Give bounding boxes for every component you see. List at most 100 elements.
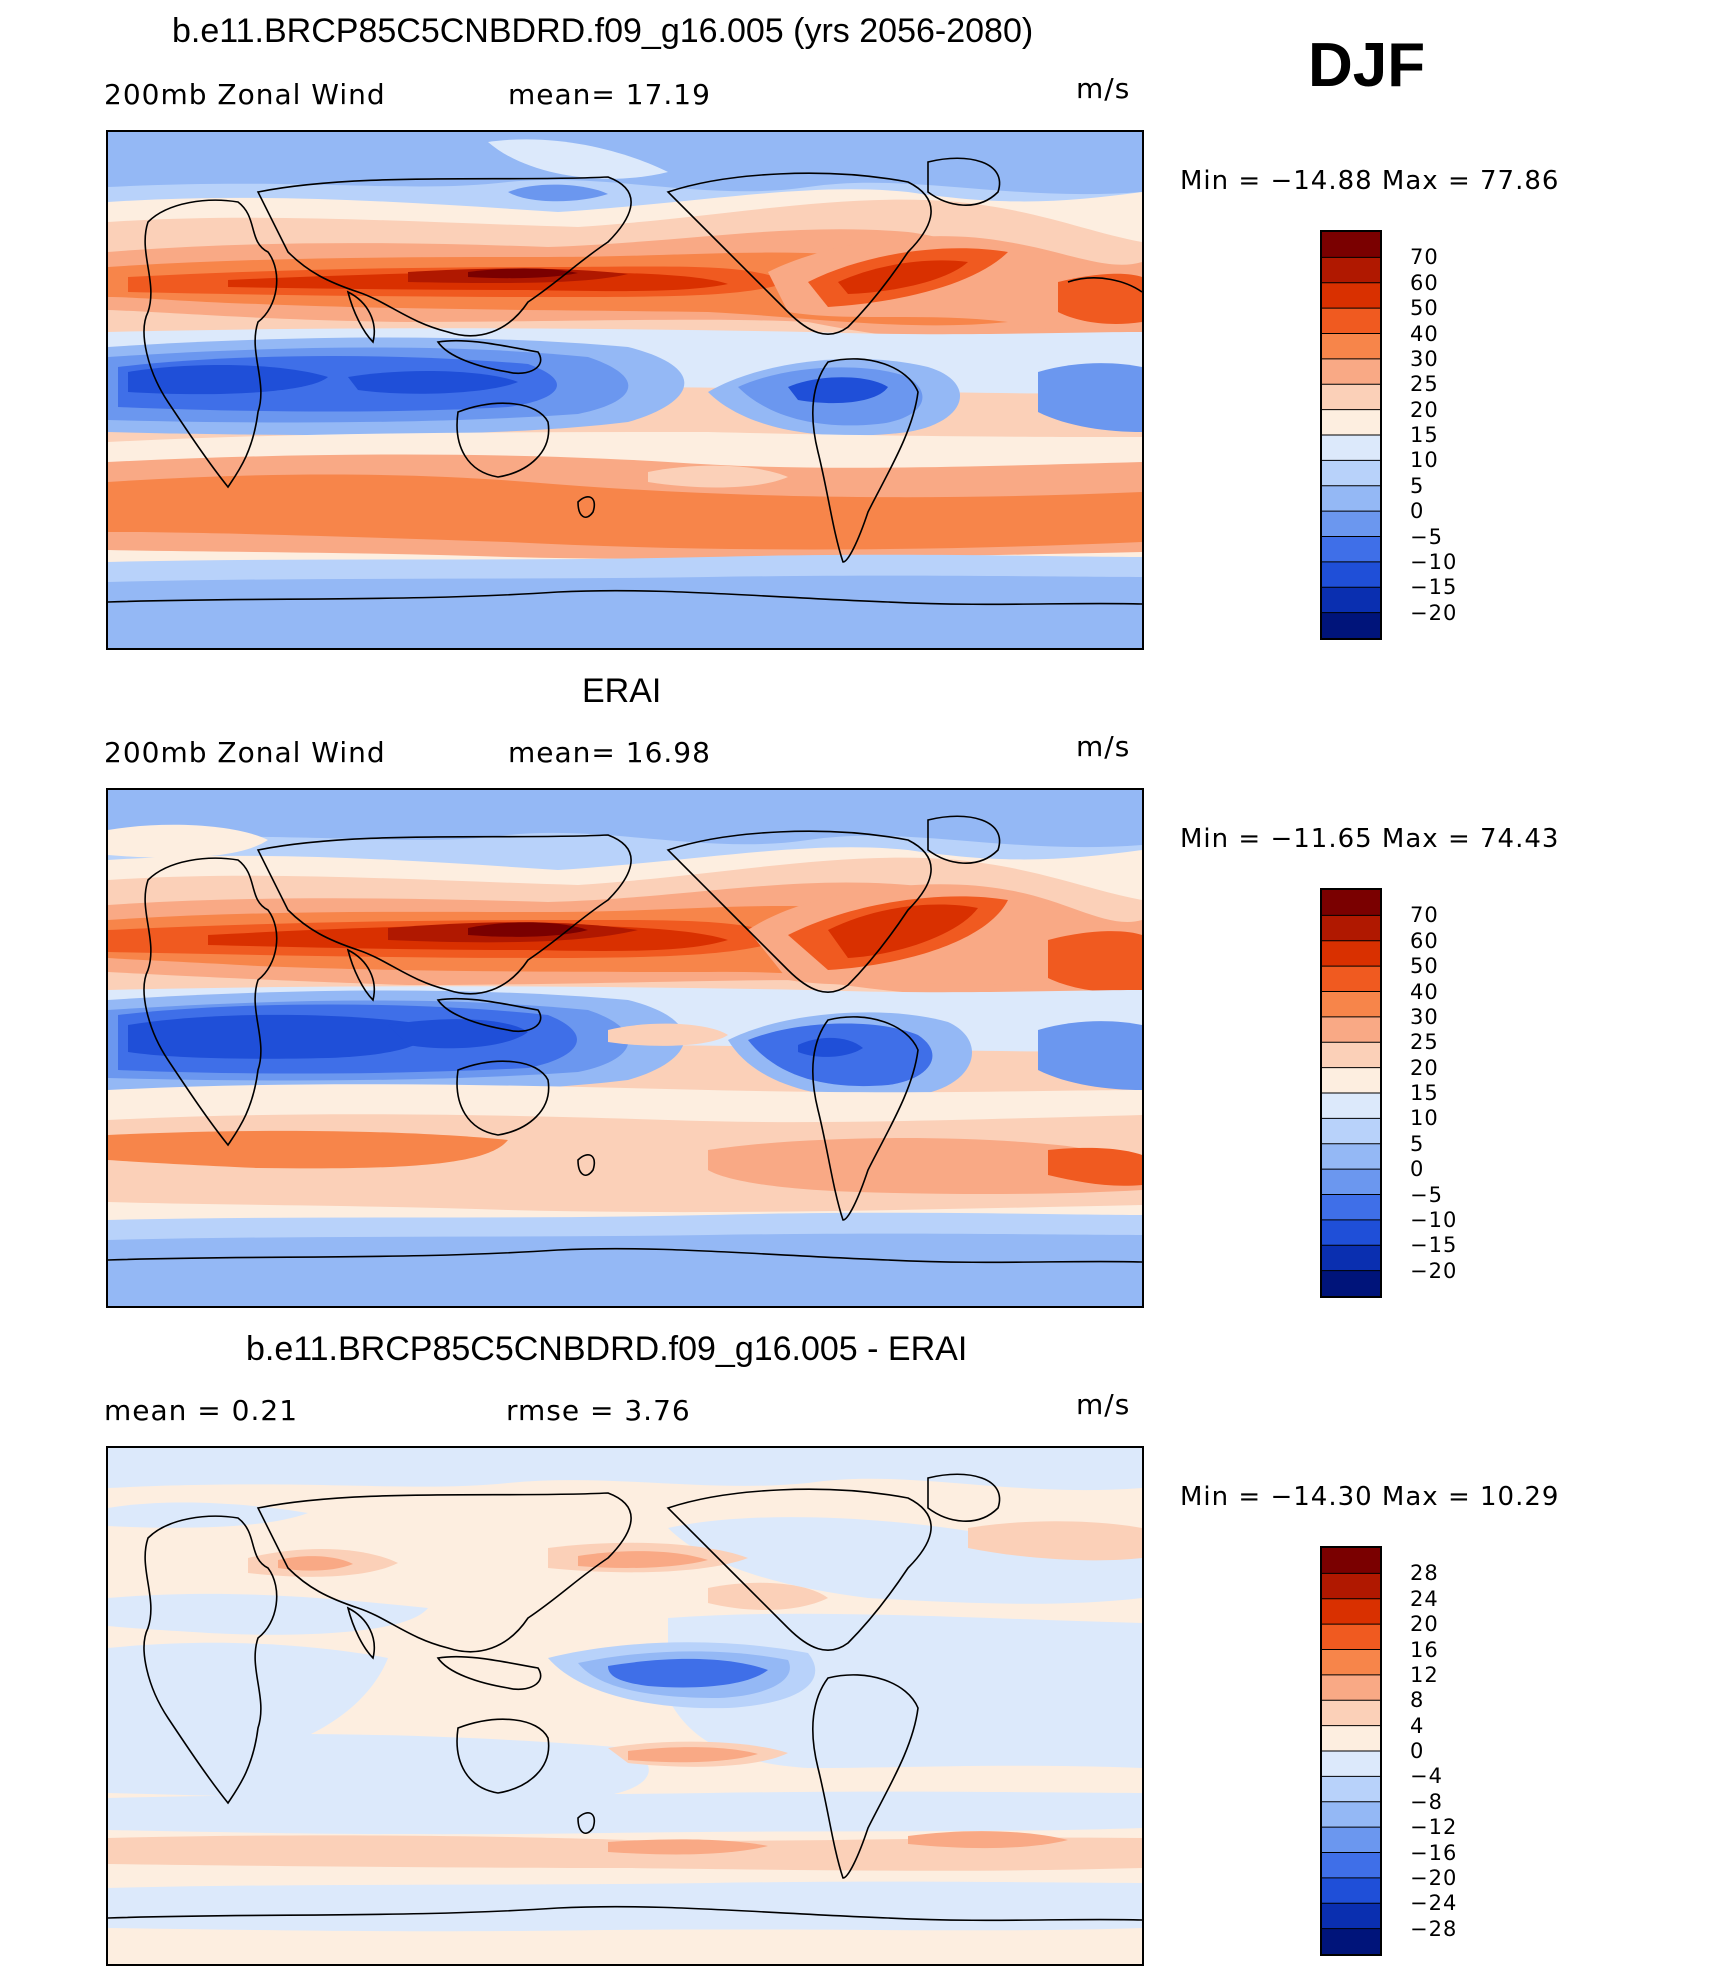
panel-1-colorbar-swatch xyxy=(1322,232,1380,258)
panel-1-colorbar-swatch xyxy=(1322,536,1380,563)
sh-30 xyxy=(108,474,1142,550)
mid-blue-band4 xyxy=(108,1642,388,1759)
panel-3-minmax: Min = −14.30 Max = 10.29 xyxy=(1180,1482,1560,1512)
panel-2-colorbar-swatch xyxy=(1322,915,1380,942)
nh-pale-patch xyxy=(108,824,268,858)
trop-pale-orange xyxy=(608,1023,728,1046)
panel-3-colorbar-tick-label: 24 xyxy=(1410,1586,1439,1611)
panel-1-colorbar-ticks: 70 60 50 40 30 25 20 15 10 5 0 −5 −10 −15 −20 xyxy=(1410,230,1490,640)
panel-1-colorbar-swatch xyxy=(1322,561,1380,588)
panel-1-minmax: Min = −14.88 Max = 77.86 xyxy=(1180,166,1560,196)
panel-1-colorbar-swatch xyxy=(1322,308,1380,335)
atl-jet-50 xyxy=(828,904,978,958)
panel-3-colorbar xyxy=(1320,1546,1382,1956)
coastlines xyxy=(108,157,1142,606)
jet-70 xyxy=(468,922,588,937)
panel-2-colorbar-tick-label: 10 xyxy=(1410,1106,1439,1131)
sh-polar-blue xyxy=(108,1233,1142,1306)
north-america xyxy=(666,1488,932,1652)
panel-3-colorbar-tick-label: −20 xyxy=(1410,1865,1458,1890)
panel-2-contour-plot xyxy=(108,790,1142,1306)
panel-2-colorbar-tick-label: 30 xyxy=(1410,1004,1439,1029)
panel-3-colorbar-tick-label: 4 xyxy=(1410,1713,1425,1738)
panel-3-colorbar-swatch xyxy=(1322,1751,1380,1777)
antarctica xyxy=(108,1247,1142,1264)
panel-2-colorbar-swatches xyxy=(1322,890,1380,1296)
panel-3-colorbar-tick-label: 0 xyxy=(1410,1739,1425,1763)
panel-3-mean-label: mean = 0.21 xyxy=(104,1394,299,1427)
panel-1-colorbar-swatch xyxy=(1322,460,1380,487)
panel-3-map xyxy=(106,1446,1144,1966)
panel-2-colorbar-swatch xyxy=(1322,1093,1380,1119)
panel-3-units-label: m/s xyxy=(1076,1388,1131,1421)
india xyxy=(346,1606,375,1660)
nz xyxy=(577,496,596,518)
maritime xyxy=(436,997,542,1032)
coastlines xyxy=(108,1473,1142,1922)
panel-1-colorbar-swatch xyxy=(1322,435,1380,461)
panel-2-colorbar-swatch xyxy=(1322,1219,1380,1246)
greenland xyxy=(927,1473,1001,1522)
amazon-blue-n10 xyxy=(788,377,888,404)
panel-3-colorbar-tick-label: −24 xyxy=(1410,1891,1458,1916)
panel-1-colorbar-tick-label: −5 xyxy=(1410,524,1443,549)
india xyxy=(346,948,375,1002)
panel-3-colorbar-swatch xyxy=(1322,1598,1380,1625)
panel-2-title: ERAI xyxy=(582,672,662,710)
antarctica xyxy=(108,589,1142,606)
panel-3-rmse-label: rmse = 3.76 xyxy=(506,1394,691,1427)
panel-2-colorbar-swatch xyxy=(1322,1118,1380,1145)
panel-3-colorbar-swatch xyxy=(1322,1903,1380,1930)
panel-1-colorbar-tick-label: −15 xyxy=(1410,575,1458,600)
panel-2-colorbar-swatch xyxy=(1322,1194,1380,1221)
panel-1-colorbar-swatch xyxy=(1322,257,1380,284)
panel-3-colorbar-tick-label: 20 xyxy=(1410,1612,1439,1637)
panel-3-colorbar-tick-label: 12 xyxy=(1410,1662,1439,1687)
pac-blue-15 xyxy=(608,1658,768,1688)
panel-3-colorbar-swatch xyxy=(1322,1801,1380,1828)
panel-1-colorbar-tick-label: 70 xyxy=(1410,245,1439,270)
panel-3-colorbar-tick-label: −16 xyxy=(1410,1840,1458,1865)
panel-3-colorbar-swatches xyxy=(1322,1548,1380,1954)
europe-africa xyxy=(143,199,278,489)
panel-2-colorbar-tick-label: 15 xyxy=(1410,1081,1439,1105)
sh-orange-band-core xyxy=(608,1839,768,1855)
panel-2-colorbar-swatch xyxy=(1322,940,1380,967)
panel-1-title: b.e11.BRCP85C5CNBDRD.f09_g16.005 (yrs 20… xyxy=(172,12,1034,50)
panel-3-colorbar-tick-label: −8 xyxy=(1410,1789,1443,1814)
south-america xyxy=(812,1674,919,1879)
india xyxy=(346,290,375,344)
panel-1-colorbar-swatches xyxy=(1322,232,1380,638)
panel-3-colorbar-tick-label: −4 xyxy=(1410,1764,1443,1789)
sh-30 xyxy=(108,1130,508,1169)
panel-1-colorbar-tick-label: 10 xyxy=(1410,448,1439,473)
panel-1-colorbar xyxy=(1320,230,1382,640)
panel-1-colorbar-tick-label: 25 xyxy=(1410,372,1439,397)
panel-1-colorbar-tick-label: 0 xyxy=(1410,499,1425,524)
atl-jet-50 xyxy=(838,260,968,294)
panel-3-colorbar-swatch xyxy=(1322,1852,1380,1879)
east-atl-blue xyxy=(1038,363,1142,432)
panel-3-colorbar-swatch xyxy=(1322,1548,1380,1574)
mid-blue-band2 xyxy=(668,1517,1142,1604)
panel-2-colorbar-tick-label: 70 xyxy=(1410,903,1439,928)
panel-2-colorbar-swatch xyxy=(1322,991,1380,1018)
south-america xyxy=(812,358,919,563)
panel-2-colorbar-tick-label: −5 xyxy=(1410,1182,1443,1207)
panel-2-map xyxy=(106,788,1144,1308)
sh-pale-blue xyxy=(108,1733,649,1801)
panel-1-colorbar-swatch xyxy=(1322,384,1380,411)
panel-3-colorbar-swatch xyxy=(1322,1928,1380,1954)
sh-30b xyxy=(708,1138,1142,1195)
panel-1-variable-label: 200mb Zonal Wind xyxy=(104,78,386,111)
panel-3-colorbar-swatch xyxy=(1322,1700,1380,1727)
panel-1-colorbar-tick-label: 5 xyxy=(1410,473,1425,498)
panel-2-colorbar-swatch xyxy=(1322,966,1380,993)
panel-3-colorbar-tick-label: −12 xyxy=(1410,1815,1458,1840)
jet-70 xyxy=(468,268,578,279)
panel-3-colorbar-tick-label: 28 xyxy=(1410,1561,1439,1586)
panel-3-colorbar-swatch xyxy=(1322,1674,1380,1701)
panel-2-colorbar-tick-label: 40 xyxy=(1410,979,1439,1004)
panel-2-colorbar xyxy=(1320,888,1382,1298)
panel-3-colorbar-swatch xyxy=(1322,1725,1380,1752)
